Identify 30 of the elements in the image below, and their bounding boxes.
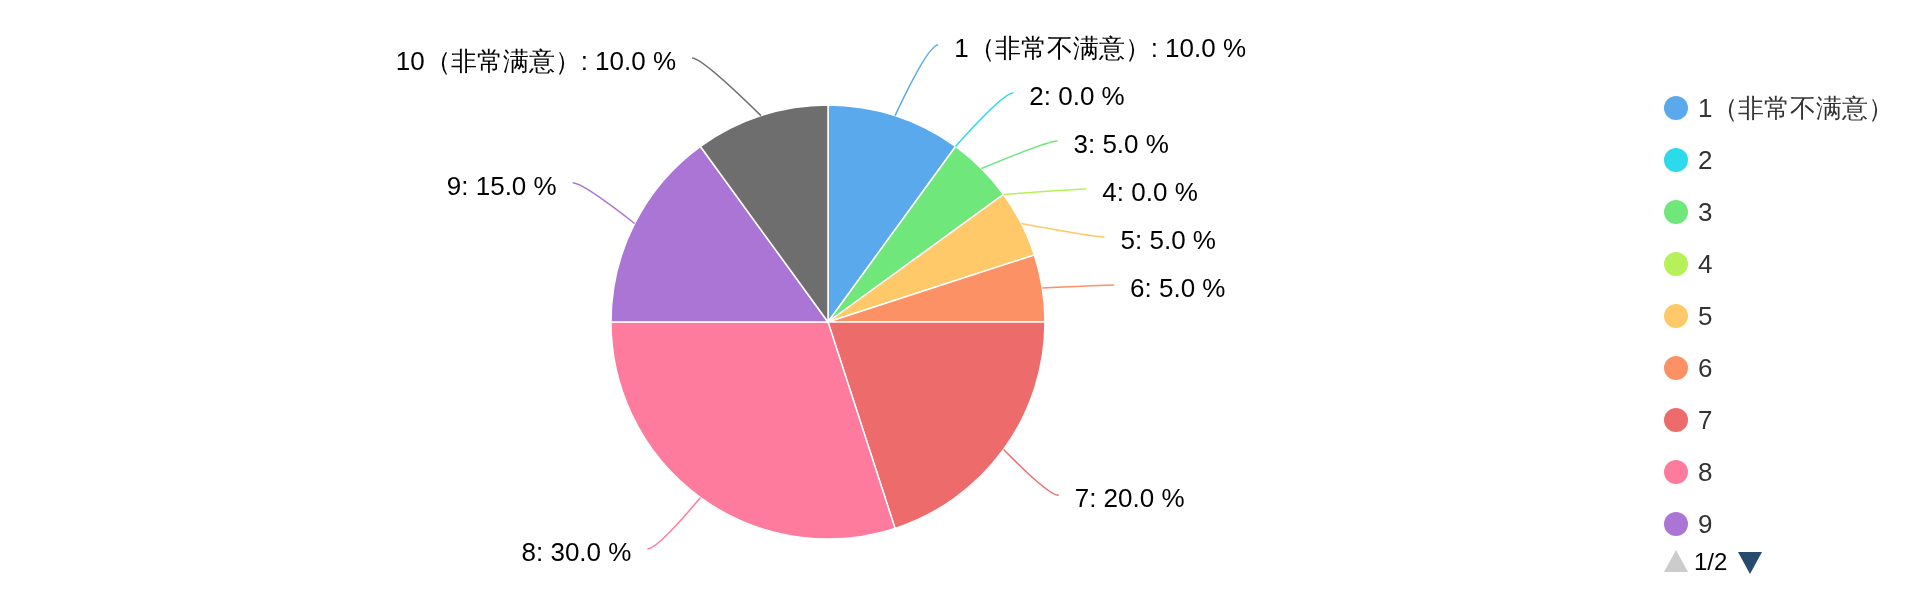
slice-label: 10（非常满意） [395, 46, 581, 77]
slice-label: 6 [1130, 273, 1145, 304]
data-label: : 5.0 % [1144, 273, 1226, 304]
legend-label: 4 [1698, 249, 1713, 280]
data-label: : 20.0 % [1089, 483, 1185, 514]
data-label: : 5.0 % [1087, 129, 1169, 160]
legend-label: 6 [1698, 353, 1713, 384]
slice-label: 1（非常不满意） [954, 33, 1151, 64]
category-label: 2 [1029, 81, 1044, 112]
data-label: : 15.0 % [461, 170, 557, 201]
legend-label: 3 [1698, 197, 1713, 228]
text: 1/2 [1694, 548, 1728, 576]
slice-label: 8 [521, 537, 536, 568]
data-label: : 30.0 % [535, 537, 632, 568]
slice-label: 9 [446, 170, 462, 201]
legend-label: 8 [1698, 457, 1713, 488]
legend-label: 5 [1698, 301, 1713, 332]
legend-label: 2 [1698, 145, 1713, 176]
data-label: : 10.0 % [1150, 33, 1247, 64]
slice-label: 5 [1120, 225, 1136, 256]
data-label: : 10.0 % [580, 46, 677, 77]
data-label: : 5.0 % [1135, 225, 1216, 256]
text: : 0.0 % [1116, 177, 1198, 208]
legend-label: 7 [1698, 405, 1713, 436]
text: : 0.0 % [1043, 81, 1125, 112]
legend-label: 1（非常不满意） [1698, 93, 1895, 124]
legend-label: 9 [1698, 509, 1713, 540]
slice-label: 7 [1074, 483, 1090, 514]
category-label: 4 [1102, 177, 1117, 208]
slice-label: 3 [1073, 129, 1088, 160]
